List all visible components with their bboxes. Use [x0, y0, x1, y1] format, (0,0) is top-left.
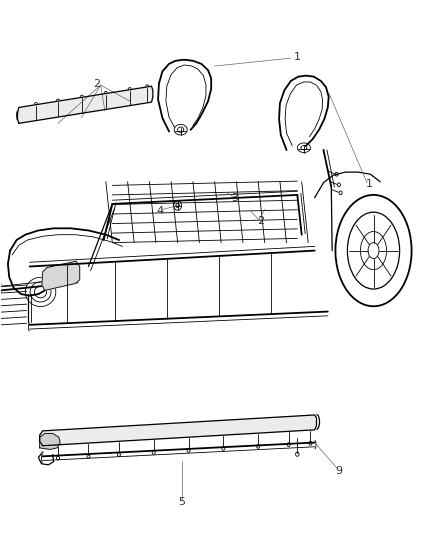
Text: 2: 2	[257, 216, 264, 227]
Polygon shape	[40, 433, 60, 449]
Text: 1: 1	[366, 179, 373, 189]
Text: 9: 9	[335, 466, 342, 475]
Polygon shape	[40, 415, 317, 446]
Text: 4: 4	[157, 206, 164, 216]
Text: 3: 3	[231, 192, 238, 203]
Text: 1: 1	[294, 52, 301, 62]
Polygon shape	[18, 86, 153, 123]
Text: 5: 5	[179, 497, 186, 507]
Polygon shape	[42, 261, 80, 290]
Text: 2: 2	[94, 78, 101, 88]
